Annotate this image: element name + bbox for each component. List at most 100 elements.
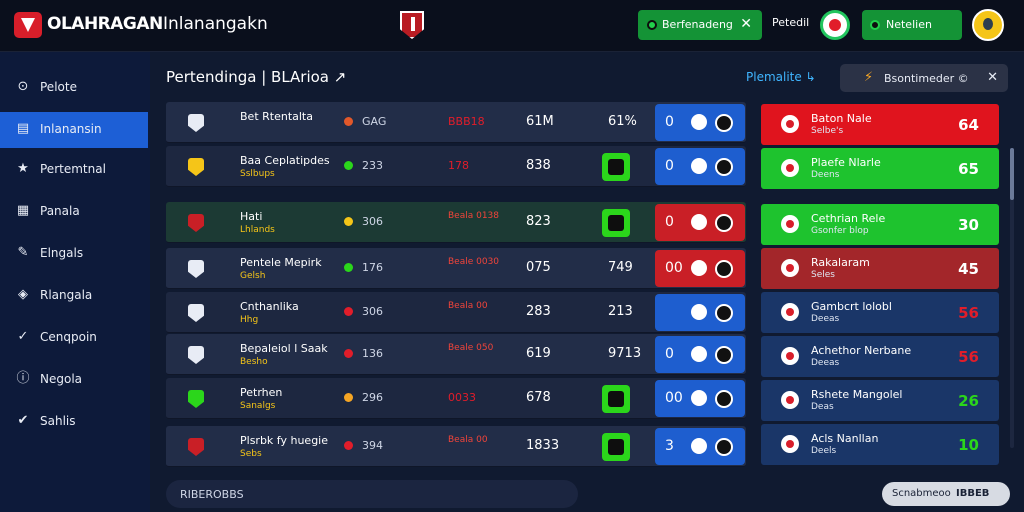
- check-circle-icon: ✔: [17, 413, 29, 428]
- table-row[interactable]: Hati Lhlands 306 Beala 0138 823 0: [166, 202, 746, 243]
- card-value: 26: [958, 392, 979, 410]
- stat-col-1: 136: [362, 347, 383, 360]
- standing-card[interactable]: Rakalaram Seles 45: [761, 248, 999, 289]
- home-badge-icon: [691, 438, 707, 454]
- standing-card[interactable]: Rshete Mangolel Deas 26: [761, 380, 999, 421]
- status-dot-icon: [344, 393, 353, 402]
- card-sub: Deas: [811, 402, 834, 412]
- team-crest-icon: [188, 390, 204, 408]
- status-dot-icon: [344, 217, 353, 226]
- score-box[interactable]: 00: [655, 380, 745, 417]
- stat-col-2: 0033: [448, 391, 476, 404]
- sidebar-item-7[interactable]: ⓘ Negola: [0, 362, 148, 398]
- standing-card[interactable]: Plaefe Nlarle Deens 65: [761, 148, 999, 189]
- club-crest-icon: [781, 391, 799, 409]
- score-box[interactable]: 0: [655, 336, 745, 373]
- score-value: 3: [665, 438, 674, 454]
- home-badge-icon: [691, 346, 707, 362]
- pager-left: Scnabmeoo: [892, 488, 951, 499]
- search-clear-icon[interactable]: ✕: [987, 70, 998, 85]
- sidebar-item-label: Pelote: [40, 80, 77, 94]
- stat-col-3: 823: [526, 214, 551, 229]
- sidebar-item-4[interactable]: ✎ Elngals: [0, 236, 148, 272]
- player-photo-icon[interactable]: [602, 209, 630, 237]
- stat-col-1: 233: [362, 159, 383, 172]
- sidebar-item-label: Panala: [40, 204, 80, 218]
- sidebar-item-5[interactable]: ◈ Rlangala: [0, 278, 148, 314]
- card-name: Baton Nale: [811, 112, 872, 125]
- flag-icon[interactable]: [820, 10, 850, 40]
- status-dot-icon: [344, 161, 353, 170]
- home-badge-icon: [691, 158, 707, 174]
- score-box[interactable]: 0: [655, 148, 745, 185]
- table-row[interactable]: Pentele Mepirk Gelsh 176 Beale 0030 075 749 00: [166, 248, 746, 289]
- avatar[interactable]: [972, 9, 1004, 41]
- sidebar-item-0[interactable]: ⊙ Pelote: [0, 70, 148, 106]
- home-badge-icon: [691, 260, 707, 276]
- player-photo-icon[interactable]: [602, 153, 630, 181]
- sidebar-item-label: Cenqpoin: [40, 330, 97, 344]
- away-badge-icon: [715, 114, 733, 132]
- status-button[interactable]: Netelien: [862, 10, 962, 40]
- standing-card[interactable]: Acls Nanllan Deels 10: [761, 424, 999, 465]
- standing-card[interactable]: Cethrian Rele Gsonfer blop 30: [761, 204, 999, 245]
- sidebar-item-label: Sahlis: [40, 414, 76, 428]
- scrollbar-thumb[interactable]: [1010, 148, 1014, 200]
- player-photo-icon[interactable]: [602, 433, 630, 461]
- sidebar-item-8[interactable]: ✔ Sahlis: [0, 404, 148, 440]
- standing-card[interactable]: Achethor Nerbane Deeas 56: [761, 336, 999, 377]
- standing-card[interactable]: Gambcrt lolobl Deeas 56: [761, 292, 999, 333]
- pager-right: IBBEB: [956, 488, 990, 499]
- stat-col-2: Beala 0138: [448, 211, 500, 221]
- home-icon: ⊙: [17, 79, 29, 94]
- card-value: 10: [958, 436, 979, 454]
- sidebar-item-6[interactable]: ✓ Cenqpoin: [0, 320, 148, 356]
- sidebar-item-3[interactable]: ▦ Panala: [0, 194, 148, 230]
- pager-button[interactable]: Scnabmeoo IBBEB: [882, 482, 1010, 506]
- score-box[interactable]: 3: [655, 428, 745, 465]
- score-box[interactable]: 00: [655, 250, 745, 287]
- calendar-icon: ▤: [16, 121, 30, 136]
- home-badge-icon: [691, 390, 707, 406]
- away-badge-icon: [715, 438, 733, 456]
- team-name: Bepaleiol l Saak: [240, 342, 328, 355]
- score-box[interactable]: 0: [655, 104, 745, 141]
- sidebar-item-1[interactable]: ▤ Inlanansin: [0, 112, 148, 148]
- stat-col-4: 9713: [608, 346, 642, 361]
- score-box[interactable]: 0: [655, 204, 745, 241]
- info-icon: ⓘ: [16, 371, 30, 386]
- card-name: Acls Nanllan: [811, 432, 879, 445]
- brand-logo-icon[interactable]: [14, 12, 42, 38]
- table-row[interactable]: Bepaleiol l Saak Besho 136 Beale 050 619 9713…: [166, 334, 746, 375]
- card-sub: Deeas: [811, 314, 840, 324]
- player-photo-icon[interactable]: [602, 385, 630, 413]
- standing-card[interactable]: Baton Nale Selbe's 64: [761, 104, 999, 145]
- table-row[interactable]: Bet Rtentalta GAG BBB18 61M 61% 0: [166, 102, 746, 143]
- card-sub: Gsonfer blop: [811, 226, 869, 236]
- team-name: Cnthanlika: [240, 300, 299, 313]
- home-badge-icon: [691, 114, 707, 130]
- footer-text: RIBEROBBS: [180, 488, 244, 501]
- team-name: Pentele Mepirk: [240, 256, 322, 269]
- table-row[interactable]: Plsrbk fy huegie Sebs 394 Beala 00 1833 3: [166, 426, 746, 467]
- table-row[interactable]: Cnthanlika Hhg 306 Beala 00 283 213: [166, 292, 746, 333]
- notification-text: Berfenadeng: [662, 18, 733, 31]
- sidebar-item-label: Rlangala: [40, 288, 93, 302]
- table-row[interactable]: Baa Ceplatipdes Sslbups 233 178 838 0: [166, 146, 746, 187]
- bolt-icon: ⚡: [864, 70, 874, 85]
- filter-link[interactable]: Plemalite ↳: [746, 70, 816, 84]
- notification-pill[interactable]: Berfenadeng ✕: [638, 10, 762, 40]
- close-icon[interactable]: ✕: [740, 16, 752, 32]
- scrollbar-track[interactable]: [1010, 148, 1014, 448]
- star-icon: ★: [17, 161, 29, 176]
- score-box[interactable]: [655, 294, 745, 331]
- search-bar[interactable]: ⚡ Bsontimeder © ✕: [840, 64, 1008, 92]
- team-sub: Sslbups: [240, 169, 275, 179]
- team-name: Plsrbk fy huegie: [240, 434, 328, 447]
- card-name: Plaefe Nlarle: [811, 156, 881, 169]
- table-row[interactable]: Petrhen Sanalgs 296 0033 678 00: [166, 378, 746, 419]
- sidebar-item-2[interactable]: ★ Pertemtnal: [0, 152, 148, 188]
- stat-col-1: 176: [362, 261, 383, 274]
- team-crest-icon: [188, 304, 204, 322]
- team-sub: Lhlands: [240, 225, 275, 235]
